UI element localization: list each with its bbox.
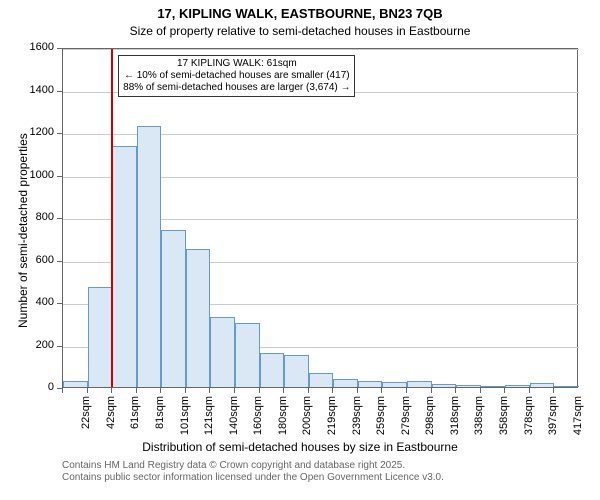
x-tick-label: 259sqm (375, 396, 387, 440)
annotation-line: 17 KIPLING WALK: 61sqm (123, 58, 350, 70)
footer-line-2: Contains public sector information licen… (62, 472, 444, 484)
plot-area: 17 KIPLING WALK: 61sqm← 10% of semi-deta… (62, 48, 578, 388)
y-tick-mark (57, 346, 62, 347)
footer-line-1: Contains HM Land Registry data © Crown c… (62, 460, 444, 472)
y-tick-label: 1600 (22, 41, 54, 53)
histogram-bar (481, 386, 506, 387)
x-tick-mark (406, 388, 407, 393)
annotation-box: 17 KIPLING WALK: 61sqm← 10% of semi-deta… (118, 55, 355, 97)
histogram-bar (432, 384, 457, 387)
histogram-bar (260, 353, 285, 387)
x-tick-mark (431, 388, 432, 393)
x-tick-label: 180sqm (277, 396, 289, 440)
y-tick-label: 1400 (22, 84, 54, 96)
y-tick-mark (57, 303, 62, 304)
histogram-bar (407, 381, 432, 387)
x-tick-mark (87, 388, 88, 393)
x-tick-mark (234, 388, 235, 393)
histogram-bar (63, 381, 88, 387)
histogram-bar (382, 382, 407, 387)
y-tick-label: 1200 (22, 126, 54, 138)
y-tick-label: 800 (22, 211, 54, 223)
x-tick-mark (209, 388, 210, 393)
chart-subtitle: Size of property relative to semi-detach… (0, 24, 600, 38)
x-tick-label: 378sqm (523, 396, 535, 440)
x-tick-mark (62, 388, 63, 393)
gridline (63, 49, 579, 50)
x-tick-label: 22sqm (80, 396, 92, 440)
x-tick-label: 417sqm (572, 396, 584, 440)
x-tick-mark (504, 388, 505, 393)
x-tick-label: 101sqm (179, 396, 191, 440)
annotation-line: ← 10% of semi-detached houses are smalle… (123, 70, 350, 82)
chart-footer: Contains HM Land Registry data © Crown c… (62, 460, 444, 484)
annotation-line: 88% of semi-detached houses are larger (… (123, 82, 350, 94)
histogram-bar (235, 323, 260, 387)
y-tick-mark (57, 176, 62, 177)
y-tick-label: 1000 (22, 169, 54, 181)
x-tick-mark (111, 388, 112, 393)
histogram-bar (161, 230, 186, 387)
histogram-bar (88, 287, 113, 387)
y-tick-mark (57, 48, 62, 49)
x-tick-mark (381, 388, 382, 393)
x-tick-mark (136, 388, 137, 393)
x-tick-mark (308, 388, 309, 393)
histogram-bar (358, 381, 383, 387)
y-tick-mark (57, 133, 62, 134)
histogram-bar (309, 373, 334, 387)
x-tick-label: 200sqm (301, 396, 313, 440)
y-tick-label: 400 (22, 296, 54, 308)
x-tick-label: 140sqm (228, 396, 240, 440)
histogram-bar (505, 385, 530, 387)
reference-line (111, 49, 113, 387)
histogram-bar (284, 355, 309, 387)
x-tick-mark (160, 388, 161, 393)
histogram-bar (112, 146, 137, 387)
x-tick-label: 160sqm (252, 396, 264, 440)
histogram-bar (554, 386, 579, 387)
y-tick-mark (57, 91, 62, 92)
x-tick-label: 397sqm (547, 396, 559, 440)
y-tick-label: 200 (22, 339, 54, 351)
histogram-bar (456, 385, 481, 387)
x-tick-mark (357, 388, 358, 393)
x-tick-label: 358sqm (498, 396, 510, 440)
x-tick-label: 298sqm (424, 396, 436, 440)
x-tick-mark (332, 388, 333, 393)
x-tick-mark (455, 388, 456, 393)
x-tick-label: 121sqm (203, 396, 215, 440)
x-tick-mark (553, 388, 554, 393)
x-tick-label: 81sqm (154, 396, 166, 440)
x-tick-mark (185, 388, 186, 393)
y-tick-label: 0 (22, 381, 54, 393)
histogram-bar (137, 126, 162, 387)
x-axis-label: Distribution of semi-detached houses by … (0, 440, 600, 454)
y-tick-mark (57, 218, 62, 219)
chart-title: 17, KIPLING WALK, EASTBOURNE, BN23 7QB (0, 6, 600, 21)
x-tick-mark (283, 388, 284, 393)
y-tick-label: 600 (22, 254, 54, 266)
x-tick-label: 338sqm (473, 396, 485, 440)
chart-container: 17, KIPLING WALK, EASTBOURNE, BN23 7QB S… (0, 0, 600, 500)
x-tick-label: 42sqm (105, 396, 117, 440)
x-tick-label: 61sqm (129, 396, 141, 440)
histogram-bar (186, 249, 211, 387)
histogram-bar (530, 383, 555, 387)
x-tick-mark (480, 388, 481, 393)
x-tick-mark (259, 388, 260, 393)
histogram-bar (210, 317, 235, 387)
histogram-bar (333, 379, 358, 388)
y-tick-mark (57, 261, 62, 262)
x-tick-label: 279sqm (400, 396, 412, 440)
x-tick-label: 239sqm (351, 396, 363, 440)
x-tick-mark (529, 388, 530, 393)
x-tick-label: 219sqm (326, 396, 338, 440)
x-tick-label: 318sqm (449, 396, 461, 440)
